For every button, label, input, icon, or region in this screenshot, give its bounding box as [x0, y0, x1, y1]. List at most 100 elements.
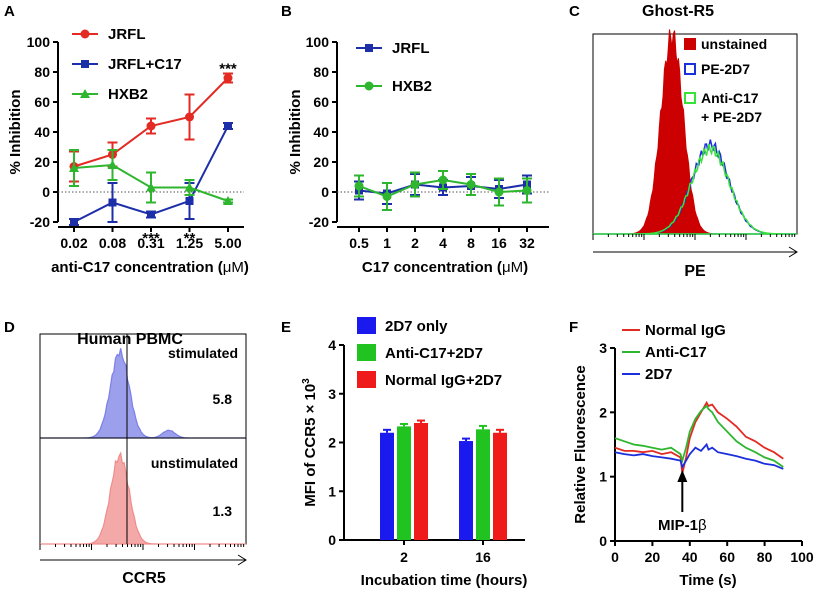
panel-b-ytick-label-20: -20 [309, 214, 329, 230]
panel-f-legend-label-anti-c17: Anti-C17 [645, 344, 707, 361]
panel-e-bar-anti-c17-2d7 [397, 426, 411, 540]
panel-b-xtick-label-2: 2 [411, 235, 419, 251]
panel-a-xtick-label-5-00: 5.00 [214, 235, 241, 251]
panel-c-legend-swatch-pe-2d7 [684, 63, 696, 75]
panel-f-line-anti-c17 [614, 404, 784, 468]
panel-b-xtick-label-4: 4 [439, 235, 447, 251]
panel-e-legend-swatch-2d7-only [357, 317, 376, 334]
panel-a-legend-marker-hxb2 [80, 89, 90, 98]
panel-a-ytick-label-20: -20 [30, 214, 50, 230]
panel-d-histogram-unstimulated [40, 451, 246, 545]
panel-e-xtick-label-16: 16 [475, 549, 491, 565]
panel-a-significance-label: ** [184, 230, 196, 247]
panel-f-xtick-label-100: 100 [790, 549, 814, 565]
panel-d-x-label: CCR5 [122, 570, 166, 587]
panel-f-line-2d7 [614, 442, 784, 470]
panel-a-legend-label-jrfl-c17: JRFL+C17 [108, 56, 182, 73]
panel-f-chart: 0 1 2 3 0 20 40 60 80 100 Normal IgG Anti-C17 2D7 MIP… [572, 322, 814, 589]
panel-a-ytick-label-20: 20 [34, 154, 50, 170]
panel-c-legend-swatch-anti-c17 [684, 92, 696, 104]
panel-a-xtick-label-0-02: 0.02 [60, 235, 87, 251]
panel-a-point-hxb2 [69, 163, 79, 172]
panel-c-legend-label-unstained: unstained [701, 36, 767, 52]
panel-c-legend-label-2-pe-2d7: + PE-2D7 [701, 109, 762, 125]
panel-a-point-jrfl-c17 [224, 122, 232, 130]
panel-f-y-label: Relative Fluorescence [572, 365, 589, 523]
panel-c-chart: Ghost-R5 PE unstained PE-2D7 Anti-C17 + PE-2D… [592, 3, 798, 280]
panel-a-xtick-label-0-08: 0.08 [99, 235, 126, 251]
panel-b-point-hxb2 [382, 192, 392, 201]
panel-f-xtick-label-20: 20 [645, 549, 661, 565]
panel-c-axis-arrowhead [788, 246, 798, 258]
panel-b-point-hxb2 [494, 187, 504, 197]
panel-c-legend-label-pe-2d7: PE-2D7 [701, 61, 750, 77]
panel-letter-e: E [281, 319, 291, 336]
panel-b-point-hxb2 [410, 180, 420, 189]
panel-b-point-hxb2 [522, 186, 532, 195]
panel-e-bar-normal-igg-2d7 [414, 423, 428, 540]
panel-f-xtick-label-40: 40 [682, 549, 698, 565]
panel-a-point-hxb2 [146, 182, 156, 192]
panel-e-xtick-label-2: 2 [400, 549, 408, 565]
panel-a-ytick-label-100: 100 [27, 34, 51, 50]
panel-letter-d: D [4, 319, 15, 336]
panel-e-ytick-label-3: 3 [328, 386, 336, 402]
panel-letter-b: B [281, 3, 292, 20]
panel-b-xtick-label-16: 16 [491, 235, 507, 251]
panel-d-title: Human PBMC [77, 331, 183, 348]
panel-e-x-label: Incubation time (hours) [361, 572, 528, 589]
panel-a-point-jrfl [185, 112, 194, 122]
panel-a-point-hxb2 [184, 182, 195, 192]
panel-b-x-label: C17 concentration (μM) [362, 259, 528, 276]
panel-a-legend-label-hxb2: HXB2 [108, 86, 148, 103]
panel-f-legend-label-normal-igg: Normal IgG [645, 322, 726, 339]
panel-c-histogram-unstained [593, 29, 797, 235]
panel-b-legend-marker-hxb2 [364, 81, 374, 91]
panel-a-significance-label: *** [219, 61, 237, 78]
panel-f-xtick-label-80: 80 [757, 549, 773, 565]
panel-b-xtick-label-8: 8 [467, 235, 475, 251]
panel-b-ytick-label-0: 0 [321, 184, 329, 200]
panel-d-label-unstimulated: unstimulated [151, 455, 238, 471]
panel-f-xtick-label-60: 60 [719, 549, 735, 565]
panel-f-annotation-arrowhead [677, 470, 688, 482]
panel-a-legend-marker-jrfl-c17 [81, 60, 89, 68]
panel-e-legend-swatch-normal-igg-2d7 [357, 371, 376, 388]
panel-b-ytick-label-100: 100 [306, 34, 330, 50]
panel-d-frame-unstimulated [39, 437, 247, 545]
panel-b-point-hxb2 [438, 175, 448, 185]
panel-c-histogram-anti-c17-pe-2d7 [593, 143, 797, 235]
panel-a-ytick-label-60: 60 [34, 94, 50, 110]
panel-f-ytick-label-1: 1 [599, 469, 607, 485]
panel-a-y-label: % Inhibition [7, 90, 24, 175]
panel-a-point-jrfl [146, 121, 156, 131]
panel-f-x-label: Time (s) [679, 572, 736, 589]
panel-e-legend-label-normal-igg-2d7: Normal IgG+2D7 [385, 372, 502, 389]
panel-b-legend-label-hxb2: HXB2 [392, 78, 432, 95]
panel-f-ytick-label-3: 3 [599, 340, 607, 356]
panel-e-legend-label-2d7-only: 2D7 only [385, 318, 448, 335]
panel-a-point-hxb2 [107, 160, 118, 169]
panel-b-chart: -20 0 20 40 60 80 100 0.5 1 2 4 8 16 32 % Inhibition C1… [287, 34, 549, 276]
panel-a-point-jrfl-c17 [108, 198, 117, 207]
panel-b-xtick-label-1: 1 [383, 235, 391, 251]
panel-c-title: Ghost-R5 [642, 3, 714, 20]
panel-a-ytick-label-40: 40 [34, 124, 50, 140]
panel-b-xtick-label-32: 32 [519, 235, 535, 251]
panel-a-significance-label: *** [142, 230, 160, 247]
panel-c-legend-label-anti-c17: Anti-C17 [701, 90, 759, 106]
panel-e-ytick-label-0: 0 [328, 532, 336, 548]
panel-a-point-jrfl [223, 73, 233, 83]
panel-e-legend-swatch-anti-c17-2d7 [357, 344, 376, 361]
panel-a-xtick-label-0-31: 0.31 [137, 235, 164, 251]
panel-d-value-unstimulated: 1.3 [213, 503, 233, 519]
panel-e-bar-anti-c17-2d7 [476, 429, 490, 540]
panel-e-ytick-label-2: 2 [328, 435, 336, 451]
panel-b-ytick-label-80: 80 [313, 64, 329, 80]
panel-letter-f: F [569, 319, 578, 336]
panel-b-ytick-label-40: 40 [313, 124, 329, 140]
panel-a-legend-marker-jrfl [80, 29, 90, 39]
panel-a-ytick-label-80: 80 [34, 64, 50, 80]
